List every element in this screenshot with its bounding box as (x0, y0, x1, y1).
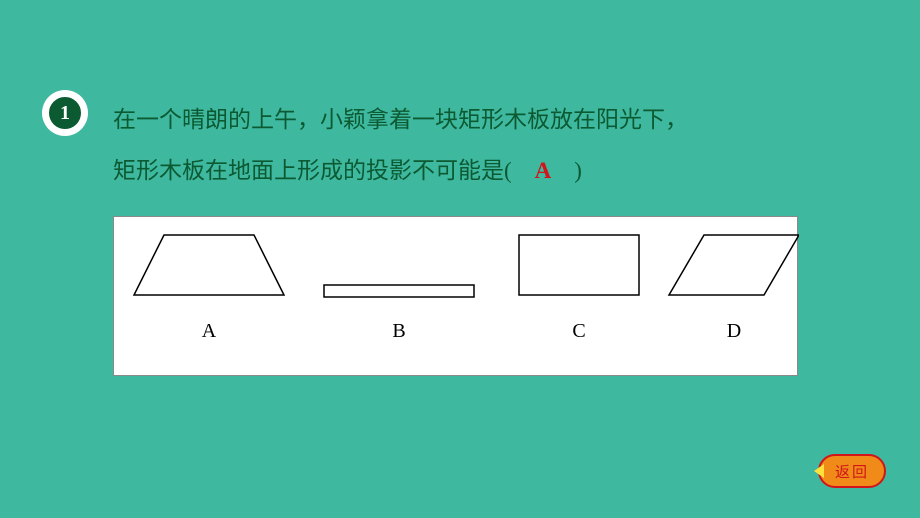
svg-text:A: A (202, 320, 217, 342)
question-line2-prefix: 矩形木板在地面上形成的投影不可能是( (113, 158, 535, 183)
answer-letter: A (535, 158, 552, 183)
svg-text:B: B (392, 320, 405, 342)
back-arrow-icon (814, 464, 824, 478)
question-text: 在一个晴朗的上午，小颖拿着一块矩形木板放在阳光下， 矩形木板在地面上形成的投影不… (113, 95, 853, 196)
back-button[interactable]: 返回 (818, 454, 886, 488)
options-svg: A B C D (114, 217, 799, 377)
question-number: 1 (47, 95, 83, 131)
svg-text:D: D (727, 320, 741, 342)
question-line2-suffix: ) (551, 158, 582, 183)
question-number-badge: 1 (42, 90, 88, 136)
svg-text:C: C (572, 320, 585, 342)
slide-page: 1 在一个晴朗的上午，小颖拿着一块矩形木板放在阳光下， 矩形木板在地面上形成的投… (0, 0, 920, 518)
back-button-label: 返回 (835, 461, 869, 482)
question-line1: 在一个晴朗的上午，小颖拿着一块矩形木板放在阳光下， (113, 107, 688, 132)
question-number-text: 1 (60, 102, 70, 125)
options-figure: A B C D (113, 216, 798, 376)
